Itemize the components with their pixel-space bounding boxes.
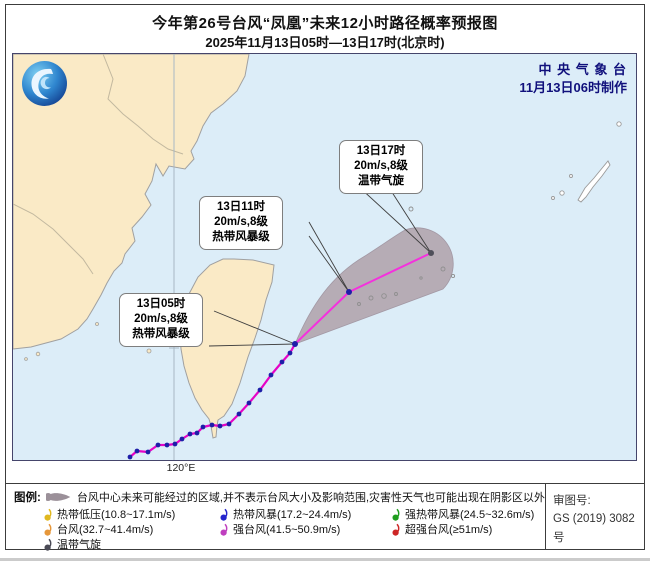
bottom-divider xyxy=(0,558,650,561)
review-value: GS (2019) 3082号 xyxy=(553,513,635,544)
forecast-position-point xyxy=(428,250,434,256)
callout-13d11h: 13日11时 20m/s,8级 热带风暴级 xyxy=(199,196,283,250)
legend-item: 强热带风暴(24.5~32.6m/s) xyxy=(391,507,545,521)
legend-panel: 图例: 台风中心未来可能经过的区域,并不表示台风大小及影响范围,灾害性天气也可能… xyxy=(6,483,644,551)
past-position-point xyxy=(246,400,252,406)
legend-item-label: 强台风(41.5~50.9m/s) xyxy=(233,524,341,536)
ryukyu-islands xyxy=(551,121,622,203)
forecast-position-point xyxy=(346,289,352,295)
typhoon-marker-icon xyxy=(44,523,52,536)
map-canvas xyxy=(13,54,622,460)
issuer-time: 11月13日06时制作 xyxy=(519,80,627,96)
province-border xyxy=(102,54,184,155)
past-position-point xyxy=(279,359,285,365)
legend-item-label: 热带低压(10.8~17.1m/s) xyxy=(57,509,176,521)
past-position-point xyxy=(172,441,178,447)
callout-leader-lines xyxy=(208,185,432,347)
callout-13d05h: 13日05时 20m/s,8级 热带风暴级 xyxy=(119,293,203,347)
callout-time: 13日05时 xyxy=(136,298,186,310)
review-label: 审图号: xyxy=(553,495,591,507)
typhoon-marker-icon xyxy=(392,508,400,521)
legend-items: 热带低压(10.8~17.1m/s) 热带风暴(17.2~24.4m/s) 强热… xyxy=(43,507,545,551)
track-points xyxy=(127,250,434,460)
legend-item-label: 温带气旋 xyxy=(57,539,101,551)
page-subtitle: 2025年11月13日05时—13日17时(北京时) xyxy=(205,35,445,50)
past-position-point xyxy=(164,442,170,448)
past-position-point xyxy=(257,387,263,393)
past-position-point xyxy=(236,411,242,417)
typhoon-marker-icon xyxy=(392,523,400,536)
legend-content: 图例: 台风中心未来可能经过的区域,并不表示台风大小及影响范围,灾害性天气也可能… xyxy=(6,484,545,551)
past-position-point xyxy=(209,422,215,428)
legend-item-label: 超强台风(≥51m/s) xyxy=(405,524,493,536)
longitude-label: 120°E xyxy=(166,462,196,474)
callout-category: 温带气旋 xyxy=(358,175,404,188)
typhoon-marker-icon xyxy=(220,523,228,536)
legend-item-label: 热带风暴(17.2~24.4m/s) xyxy=(233,509,352,521)
forecast-probability-cone xyxy=(294,227,454,345)
legend-item-label: 强热带风暴(24.5~32.6m/s) xyxy=(405,509,535,521)
province-border xyxy=(13,203,94,275)
callout-wind: 20m/s,8级 xyxy=(134,313,188,326)
legend-item-label: 台风(32.7~41.4m/s) xyxy=(57,524,154,536)
callout-time: 13日11时 xyxy=(217,201,265,213)
past-position-point xyxy=(287,350,293,356)
legend-item: 台风(32.7~41.4m/s) xyxy=(43,522,219,536)
callout-13d17h: 13日17时 20m/s,8级 温带气旋 xyxy=(339,140,423,194)
typhoon-marker-icon xyxy=(44,508,52,521)
miyako-islets xyxy=(357,206,456,306)
callout-time: 13日17时 xyxy=(356,145,406,157)
past-position-point xyxy=(127,454,133,460)
issuer-block: 中 央 气 象 台 11月13日06时制作 xyxy=(519,61,627,97)
issuer-name: 中 央 气 象 台 xyxy=(538,62,627,77)
page-title: 今年第26号台风“凤凰”未来12小时路径概率预报图 xyxy=(152,15,498,32)
past-position-point xyxy=(226,421,232,427)
legend-item: 温带气旋 xyxy=(43,537,219,551)
legend-item: 超强台风(≥51m/s) xyxy=(391,522,545,536)
legend-cone-note: 台风中心未来可能经过的区域,并不表示台风大小及影响范围,灾害性天气也可能出现在阴… xyxy=(76,492,545,504)
past-position-point xyxy=(217,423,223,429)
past-position-point xyxy=(194,430,200,436)
past-position-point xyxy=(268,372,274,378)
cone-icon xyxy=(45,493,71,501)
typhoon-marker-icon xyxy=(220,508,228,521)
typhoon-marker-icon xyxy=(44,538,52,551)
legend-title: 图例: xyxy=(14,492,41,504)
callout-category: 热带风暴级 xyxy=(132,328,190,341)
callout-category: 热带风暴级 xyxy=(212,231,270,244)
legend-item: 热带低压(10.8~17.1m/s) xyxy=(43,507,219,521)
legend-cone-row: 图例: 台风中心未来可能经过的区域,并不表示台风大小及影响范围,灾害性天气也可能… xyxy=(14,489,545,505)
past-position-point xyxy=(179,436,185,442)
mainland-china-landmass xyxy=(13,54,250,350)
callout-wind: 20m/s,8级 xyxy=(214,216,268,229)
taiwan-island xyxy=(179,258,275,439)
past-position-point xyxy=(200,424,206,430)
past-position-point xyxy=(155,442,161,448)
outer-frame: 今年第26号台风“凤凰”未来12小时路径概率预报图 2025年11月13日05时… xyxy=(5,4,645,551)
map-review-number: 审图号: GS (2019) 3082号 xyxy=(545,484,644,549)
legend-item: 强台风(41.5~50.9m/s) xyxy=(219,522,391,536)
callout-wind: 20m/s,8级 xyxy=(354,160,408,173)
past-position-point xyxy=(145,449,151,455)
typhoon-track-map: 中 央 气 象 台 11月13日06时制作 13日17时 20m/s,8级 温带… xyxy=(12,53,637,461)
forecast-position-point xyxy=(292,341,298,347)
legend-item: 热带风暴(17.2~24.4m/s) xyxy=(219,507,391,521)
past-position-point xyxy=(187,431,193,437)
cma-logo xyxy=(22,61,67,106)
past-position-point xyxy=(134,448,140,454)
